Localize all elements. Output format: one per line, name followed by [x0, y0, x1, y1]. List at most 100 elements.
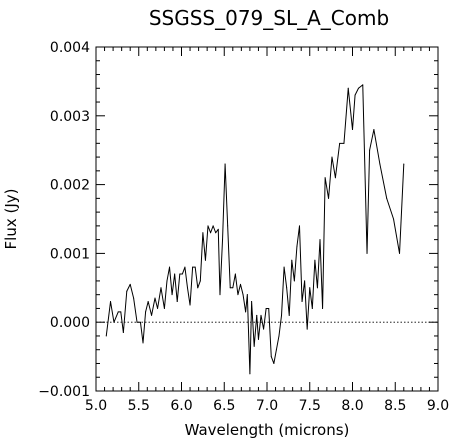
- data-point: [204, 259, 206, 261]
- data-point: [331, 156, 333, 158]
- x-tick-label: 5.0: [85, 398, 107, 414]
- data-point: [275, 349, 277, 351]
- data-point: [270, 356, 272, 358]
- data-point: [142, 342, 144, 344]
- x-axis-title: Wavelength (microns): [185, 421, 350, 439]
- data-point: [199, 280, 201, 282]
- data-point: [309, 287, 311, 289]
- data-point: [278, 335, 280, 337]
- data-point: [122, 332, 124, 334]
- data-point: [176, 301, 178, 303]
- plot-frame: [95, 46, 439, 392]
- data-point: [239, 283, 241, 285]
- y-tick-label: 0.002: [50, 178, 90, 194]
- data-point: [253, 345, 255, 347]
- data-point: [328, 197, 330, 199]
- data-point: [232, 287, 234, 289]
- data-point: [268, 307, 270, 309]
- data-point: [319, 239, 321, 241]
- x-tick-label: 7.5: [299, 398, 321, 414]
- data-point: [179, 273, 181, 275]
- data-point: [136, 321, 138, 323]
- y-tick-label: 0.001: [50, 246, 90, 262]
- data-point: [304, 280, 306, 282]
- data-point: [256, 314, 258, 316]
- data-point: [222, 239, 224, 241]
- flux-series-line: [105, 84, 405, 375]
- data-point: [399, 252, 401, 254]
- data-point: [249, 373, 251, 375]
- data-point: [357, 87, 359, 89]
- data-point: [334, 177, 336, 179]
- y-tick-label: 0.000: [50, 315, 90, 331]
- data-point: [189, 304, 191, 306]
- y-axis-title: Flux (Jy): [2, 189, 20, 250]
- y-tick-label: −0.001: [38, 384, 90, 400]
- data-point: [117, 311, 119, 313]
- x-tick-labels: 5.0 5.5 6.0 6.5 7.0 7.5 8.0 8.5 9.0: [85, 398, 449, 414]
- data-point: [362, 84, 364, 86]
- data-point: [260, 314, 262, 316]
- data-point: [393, 218, 395, 220]
- data-point: [347, 87, 349, 89]
- data-point: [301, 301, 303, 303]
- data-point: [105, 335, 107, 337]
- data-point: [147, 301, 149, 303]
- data-point: [298, 225, 300, 227]
- data-point: [169, 266, 171, 268]
- data-point: [197, 287, 199, 289]
- data-point: [369, 149, 371, 151]
- data-point: [217, 228, 219, 230]
- data-point: [110, 301, 112, 303]
- x-tick-label: 7.0: [256, 398, 278, 414]
- data-point: [242, 294, 244, 296]
- data-point: [257, 338, 259, 340]
- data-point: [145, 311, 147, 313]
- data-point: [234, 273, 236, 275]
- data-point: [219, 294, 221, 296]
- data-point: [184, 266, 186, 268]
- data-point: [379, 163, 381, 165]
- x-tick-label: 8.5: [384, 398, 406, 414]
- data-point: [352, 129, 353, 131]
- x-tick-label: 8.0: [341, 398, 363, 414]
- data-point: [366, 252, 368, 254]
- data-point: [229, 287, 231, 289]
- data-point: [324, 177, 326, 179]
- data-point: [273, 362, 275, 364]
- data-point: [373, 129, 375, 131]
- data-point: [171, 294, 173, 296]
- data-point: [286, 287, 288, 289]
- x-tick-label: 6.0: [170, 398, 192, 414]
- y-tick-label: 0.004: [50, 40, 90, 56]
- data-point: [237, 294, 239, 296]
- data-point: [210, 232, 212, 234]
- data-point: [139, 321, 141, 323]
- data-point: [251, 301, 253, 303]
- data-point: [224, 163, 226, 165]
- data-point: [166, 280, 168, 282]
- data-point: [202, 232, 204, 234]
- data-point: [215, 232, 217, 234]
- y-tick-labels: −0.001 0.000 0.001 0.002 0.003 0.004: [38, 40, 90, 400]
- data-point: [126, 290, 128, 292]
- data-point: [265, 307, 267, 309]
- data-point: [296, 246, 298, 248]
- data-point: [339, 142, 341, 144]
- data-point: [194, 266, 196, 268]
- data-point: [311, 307, 313, 309]
- data-point: [281, 314, 283, 316]
- data-point: [246, 294, 248, 296]
- data-point: [316, 287, 318, 289]
- data-point: [291, 259, 293, 261]
- axis-ticks: [95, 46, 439, 392]
- data-point: [288, 314, 290, 316]
- data-point: [151, 314, 153, 316]
- y-tick-label: 0.003: [50, 109, 90, 125]
- data-point: [386, 197, 388, 199]
- data-point: [160, 287, 162, 289]
- data-point: [207, 225, 209, 227]
- data-point: [245, 311, 247, 313]
- data-point: [129, 283, 131, 285]
